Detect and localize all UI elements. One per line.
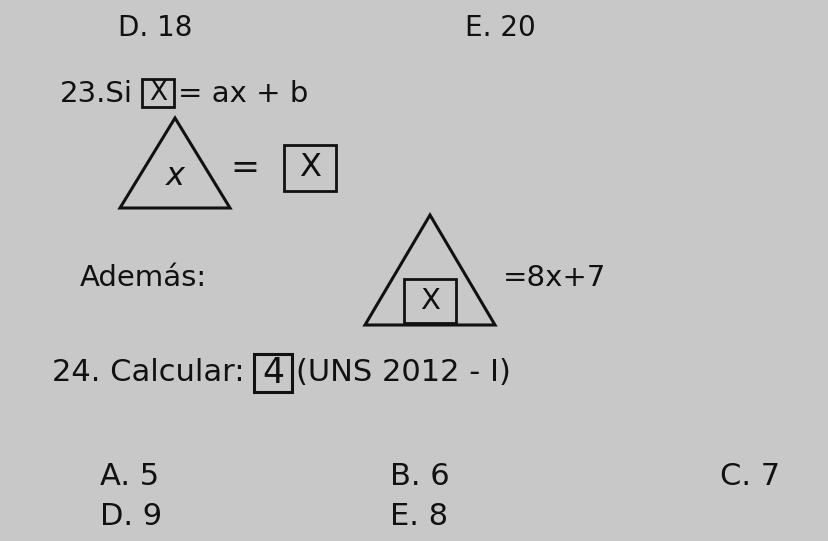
Text: =8x+7: =8x+7 <box>503 264 605 292</box>
Text: = ax + b: = ax + b <box>178 80 308 108</box>
Text: x: x <box>166 161 185 192</box>
Bar <box>253 354 291 392</box>
Text: 4: 4 <box>262 356 284 390</box>
Bar <box>284 144 335 190</box>
Text: X: X <box>149 80 167 106</box>
Text: A. 5: A. 5 <box>100 462 159 491</box>
Text: C. 7: C. 7 <box>720 462 779 491</box>
Text: 24. Calcular:: 24. Calcular: <box>52 358 244 387</box>
Text: D. 18: D. 18 <box>118 14 192 42</box>
Text: X: X <box>299 152 320 183</box>
Text: (UNS 2012 - I): (UNS 2012 - I) <box>296 358 510 387</box>
Text: B. 6: B. 6 <box>389 462 449 491</box>
Text: E. 20: E. 20 <box>464 14 535 42</box>
Text: 23.Si: 23.Si <box>60 80 132 108</box>
Text: X: X <box>420 287 440 315</box>
Text: D. 9: D. 9 <box>100 502 162 531</box>
Text: E. 8: E. 8 <box>389 502 448 531</box>
Text: Además:: Además: <box>80 264 207 292</box>
Bar <box>142 79 174 107</box>
Bar <box>403 279 455 323</box>
Text: =: = <box>230 150 259 184</box>
